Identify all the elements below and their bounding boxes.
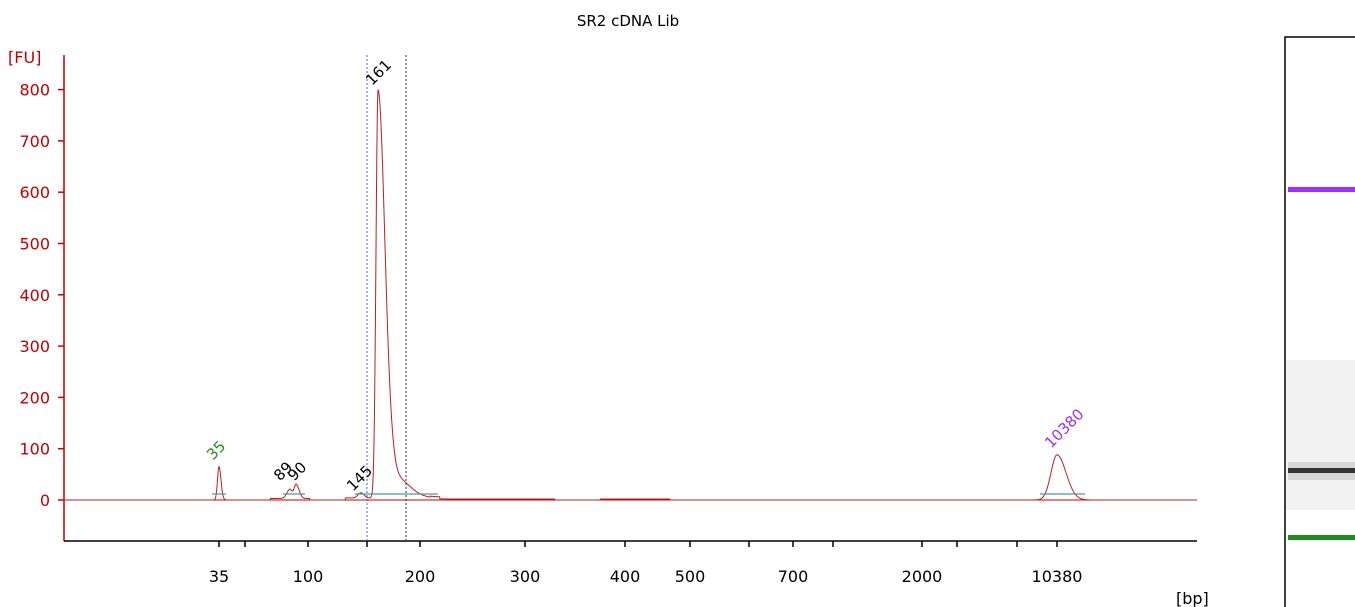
x-ticks: 35 100 200 300 400 500 700 2000 10380 — [209, 541, 1083, 586]
gel-lane-frame — [1284, 36, 1355, 607]
gel-lane-shade — [1286, 360, 1355, 510]
y-tick-label: 500 — [19, 235, 50, 254]
x-tick-label: 400 — [610, 567, 641, 586]
trace-group — [64, 89, 1197, 501]
x-tick-label: 35 — [209, 567, 229, 586]
peak-label: 35 — [203, 437, 229, 463]
y-unit-label: [FU] — [8, 48, 41, 67]
x-tick-label: 700 — [778, 567, 809, 586]
gel-lower-marker-band — [1288, 535, 1355, 540]
gel-sample-band — [1288, 468, 1355, 473]
x-tick-label: 500 — [675, 567, 706, 586]
y-tick-label: 100 — [19, 440, 50, 459]
y-tick-label: 700 — [19, 132, 50, 151]
x-tick-label: 100 — [293, 567, 324, 586]
x-tick-label: 200 — [405, 567, 436, 586]
x-unit-label: [bp] — [1176, 589, 1209, 607]
y-tick-label: 200 — [19, 388, 50, 407]
y-tick-label: 600 — [19, 183, 50, 202]
peak-label: 145 — [343, 462, 376, 495]
x-tick-label: 300 — [510, 567, 541, 586]
gel-upper-marker-band — [1288, 187, 1355, 192]
y-tick-label: 300 — [19, 337, 50, 356]
trace-line — [64, 89, 1197, 501]
gel-lane — [1284, 36, 1355, 607]
peak-label: 90 — [284, 458, 310, 484]
y-ticks: 0 100 200 300 400 500 600 700 800 — [19, 81, 64, 510]
chart-title: SR2 cDNA Lib — [577, 12, 679, 30]
x-tick-label: 2000 — [902, 567, 943, 586]
y-tick-label: 0 — [40, 491, 50, 510]
peak-label: 10380 — [1041, 405, 1087, 451]
y-tick-label: 800 — [19, 81, 50, 100]
x-tick-label: 10380 — [1032, 567, 1083, 586]
y-tick-label: 400 — [19, 286, 50, 305]
